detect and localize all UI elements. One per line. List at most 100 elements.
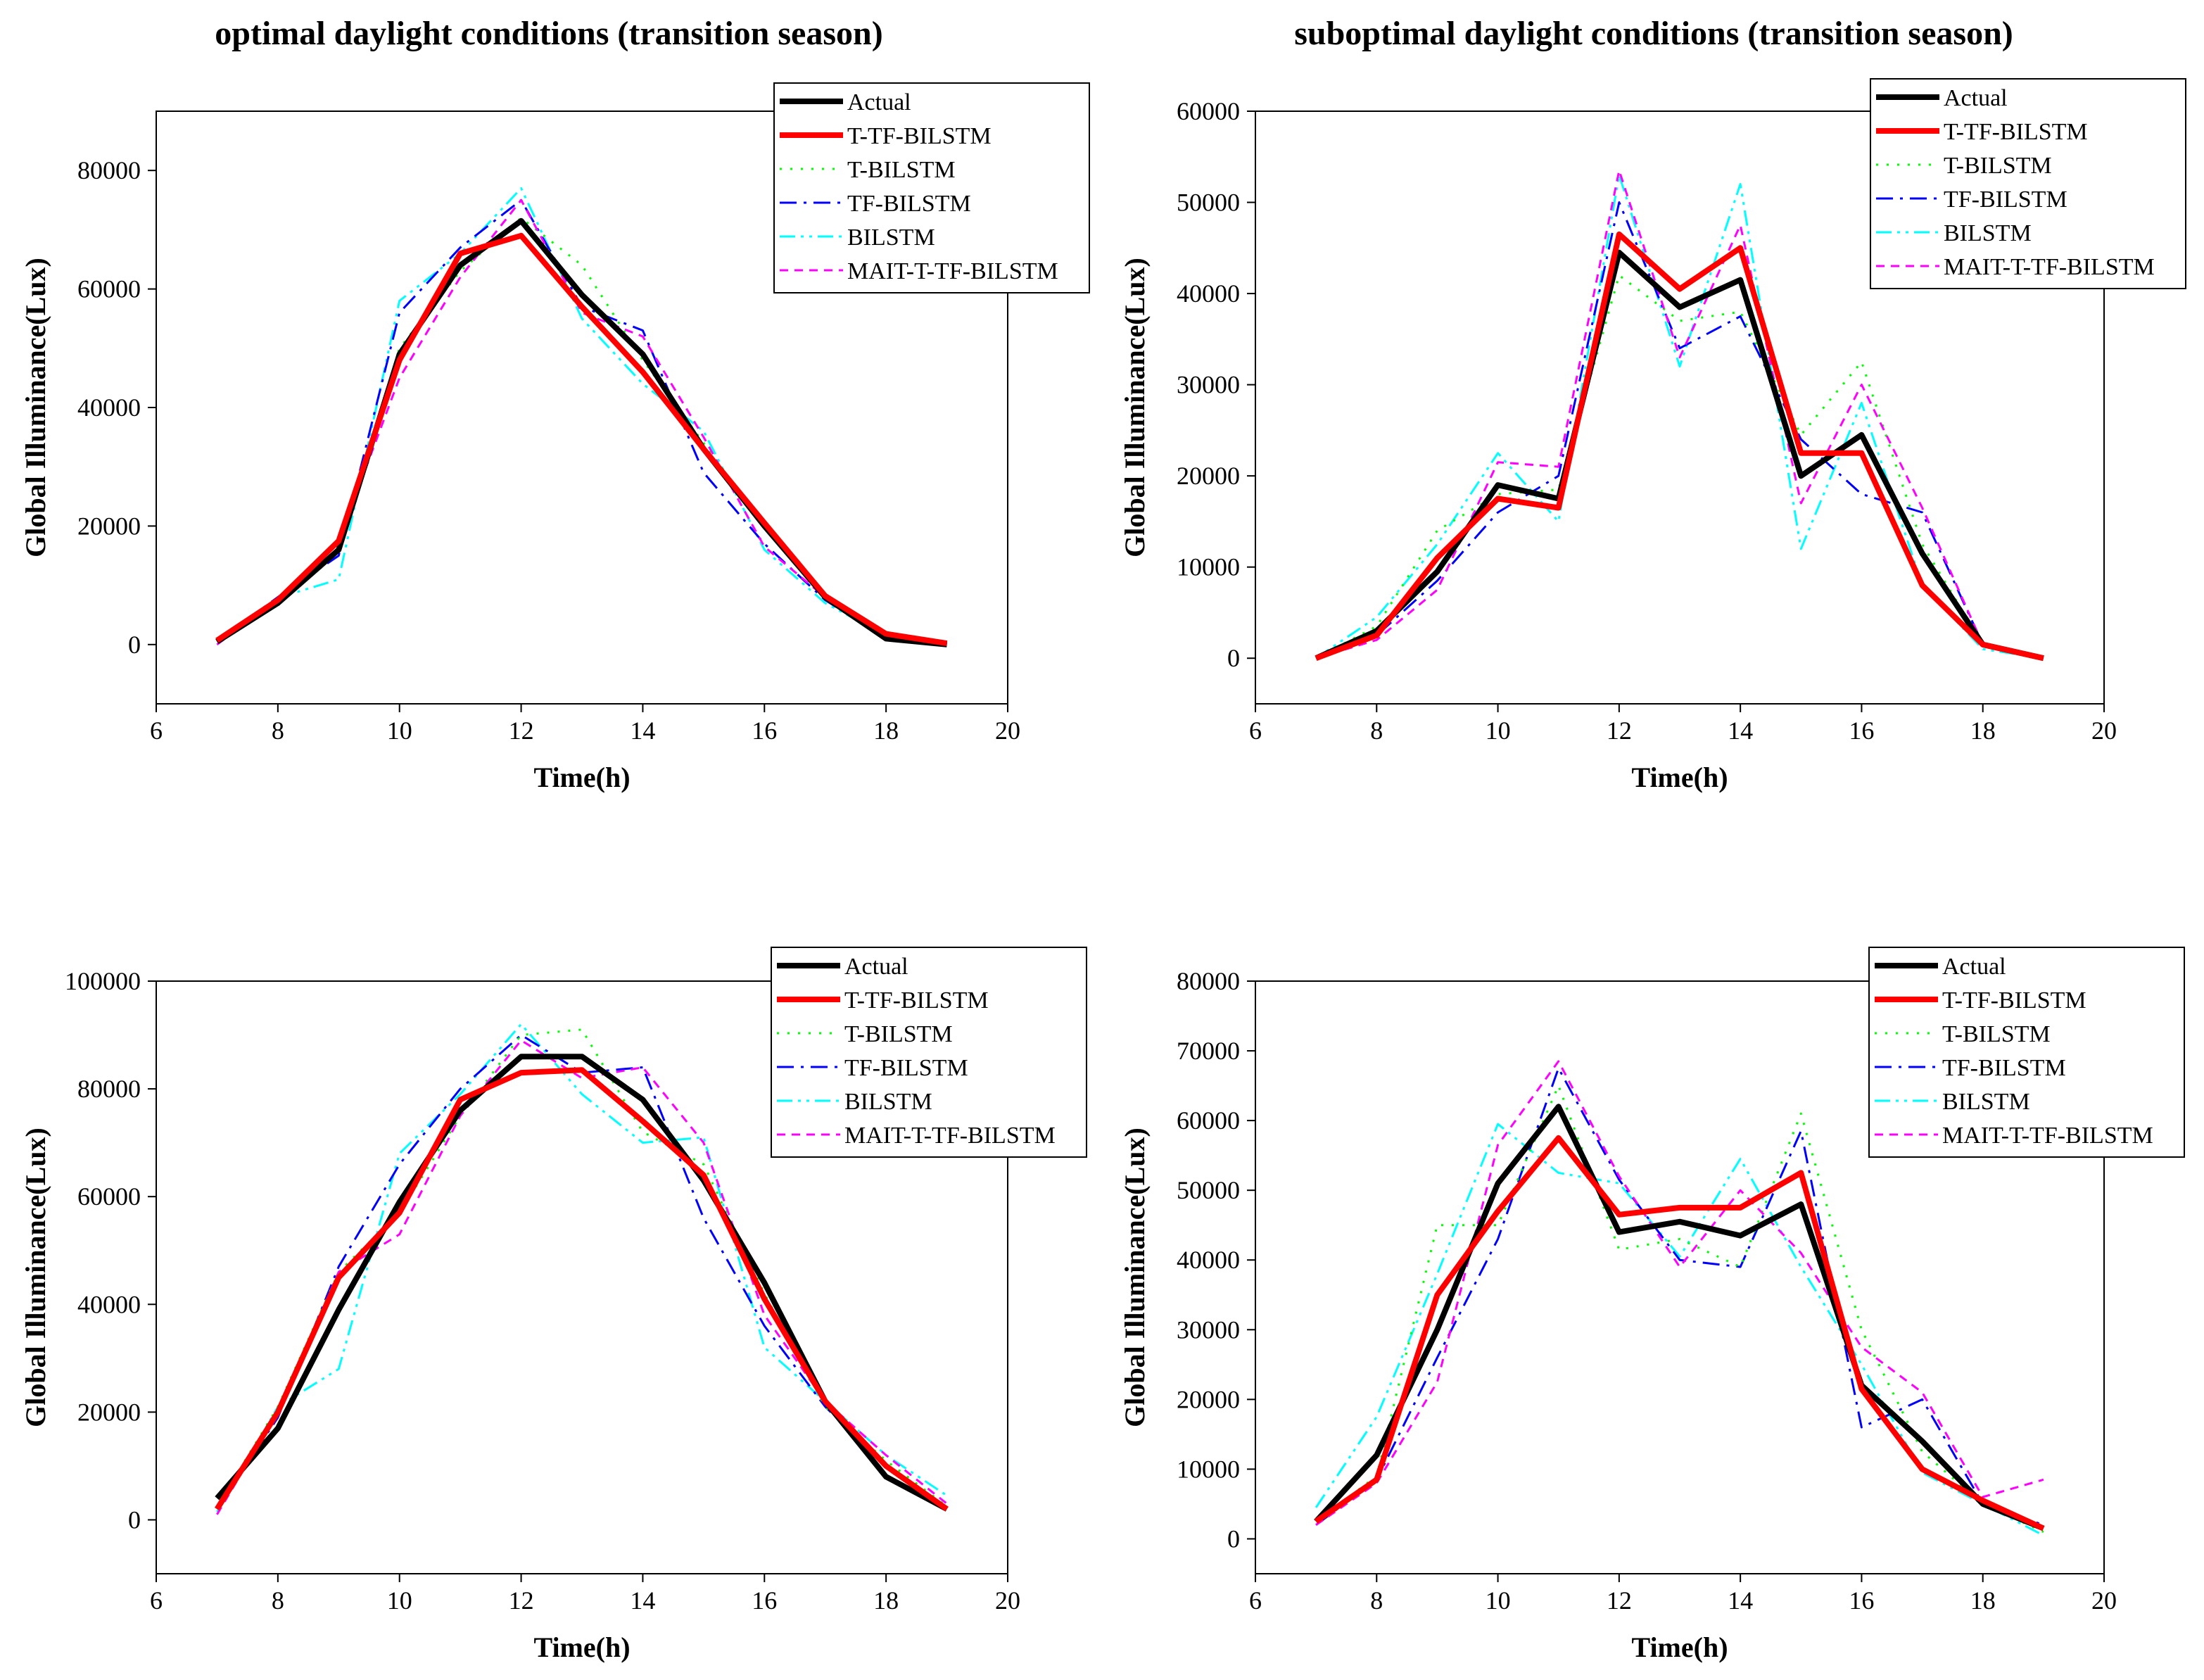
legend-frame xyxy=(1868,947,2185,1158)
series-line-bilstm xyxy=(1315,1123,2044,1536)
data-point xyxy=(1679,320,1681,322)
data-point xyxy=(277,1411,279,1413)
data-point xyxy=(216,639,218,641)
data-point xyxy=(1861,1363,1863,1365)
data-point xyxy=(642,1099,644,1101)
data-point xyxy=(398,1212,400,1214)
data-point xyxy=(398,300,400,302)
chart-panel-1: 6 8 10 12 14 16 18 20 0 20000 40000 60000 80000 Time(… xyxy=(20,82,1090,793)
data-point xyxy=(1436,1273,1438,1275)
data-point xyxy=(1497,1210,1499,1212)
series-line-mait-t-tf-bilstm xyxy=(216,1039,948,1515)
data-point xyxy=(1376,639,1378,641)
data-point xyxy=(1861,1329,1863,1331)
data-point xyxy=(1800,548,1802,550)
data-point xyxy=(520,199,522,201)
x-tick-label: 20 xyxy=(2091,716,2117,745)
y-tick-label: 40000 xyxy=(77,393,141,422)
y-tick-label: 50000 xyxy=(1177,1176,1240,1204)
data-point xyxy=(764,1346,766,1349)
data-point xyxy=(1557,1085,1559,1087)
data-point xyxy=(1740,247,1742,249)
data-point xyxy=(1376,1479,1378,1481)
x-tick-label: 16 xyxy=(752,1586,777,1615)
data-point xyxy=(1800,1113,1802,1115)
data-point xyxy=(824,1401,826,1403)
x-tick-label: 14 xyxy=(630,1586,655,1615)
data-point xyxy=(338,1368,340,1370)
data-point xyxy=(581,312,583,314)
data-point xyxy=(642,335,644,337)
data-point xyxy=(277,1427,279,1429)
legend-frame xyxy=(1870,78,2186,289)
y-tick-label: 20000 xyxy=(1177,1385,1240,1413)
x-tick-label: 20 xyxy=(995,716,1020,745)
data-point xyxy=(1376,634,1378,636)
y-tick-label: 0 xyxy=(1227,1524,1240,1553)
legend-label: T-TF-BILSTM xyxy=(847,123,992,149)
data-point xyxy=(1740,1266,1742,1268)
data-point xyxy=(581,305,583,308)
data-point xyxy=(2042,1527,2044,1529)
data-point xyxy=(398,359,400,361)
data-point xyxy=(1436,580,1438,582)
data-point xyxy=(338,1265,340,1268)
data-point xyxy=(1679,288,1681,290)
y-axis-label: Global Illuminance(Lux) xyxy=(1119,1128,1151,1427)
data-point xyxy=(1618,201,1620,203)
data-point xyxy=(1982,1499,1984,1501)
data-point xyxy=(1679,347,1681,349)
data-point xyxy=(520,187,522,189)
x-tick-label: 18 xyxy=(873,716,899,745)
data-point xyxy=(216,1497,218,1499)
data-point xyxy=(642,371,644,373)
data-point xyxy=(702,1174,704,1176)
data-point xyxy=(460,1088,462,1090)
data-point xyxy=(581,1077,583,1079)
legend: Actual T-TF-BILSTM T-BILSTM TF-BILSTM BILSTM… xyxy=(773,82,1090,293)
x-tick-label: 20 xyxy=(995,1586,1020,1615)
data-point xyxy=(581,1093,583,1095)
data-point xyxy=(1740,224,1742,226)
data-point xyxy=(460,1093,462,1095)
data-point xyxy=(398,1201,400,1203)
legend-label: T-TF-BILSTM xyxy=(1944,119,2088,145)
x-tick-label: 10 xyxy=(1486,1586,1511,1615)
x-tick-label: 6 xyxy=(1249,1586,1262,1615)
series-line-t-tf-bilstm xyxy=(215,232,948,647)
data-point xyxy=(1436,557,1438,559)
data-point xyxy=(1436,1224,1438,1226)
data-point xyxy=(338,540,340,542)
data-point xyxy=(1557,475,1559,477)
data-point xyxy=(1740,279,1742,281)
data-point xyxy=(1740,310,1742,312)
data-point xyxy=(460,264,462,266)
legend-label: T-BILSTM xyxy=(847,157,956,183)
data-point xyxy=(398,1233,400,1235)
legend-frame xyxy=(773,82,1090,293)
data-point xyxy=(764,1314,766,1316)
data-point xyxy=(1982,643,1984,645)
data-point xyxy=(1679,1206,1681,1208)
series-line-t-tf-bilstm xyxy=(215,1067,949,1512)
data-point xyxy=(1861,361,1863,363)
data-point xyxy=(1497,484,1499,486)
data-point xyxy=(1800,1130,1802,1132)
x-tick-label: 14 xyxy=(1728,1586,1753,1615)
data-point xyxy=(885,638,887,640)
data-point xyxy=(1921,1398,1923,1401)
series-line-t-tf-bilstm xyxy=(1315,231,2044,662)
data-point xyxy=(702,436,704,438)
data-point xyxy=(1376,616,1378,618)
y-axis-label: Global Illuminance(Lux) xyxy=(1119,258,1151,557)
data-point xyxy=(1861,493,1863,495)
series-line-actual xyxy=(1315,249,2044,662)
series-line-mait-t-tf-bilstm xyxy=(1315,169,2044,659)
x-tick-label: 12 xyxy=(509,716,534,745)
x-axis-label: Time(h) xyxy=(533,1631,630,1663)
data-point xyxy=(1315,1520,1317,1522)
title-left: optimal daylight conditions (transition … xyxy=(215,15,883,52)
data-point xyxy=(1800,1172,1802,1174)
title-right: suboptimal daylight conditions (transiti… xyxy=(1294,15,2013,52)
data-point xyxy=(216,643,218,645)
